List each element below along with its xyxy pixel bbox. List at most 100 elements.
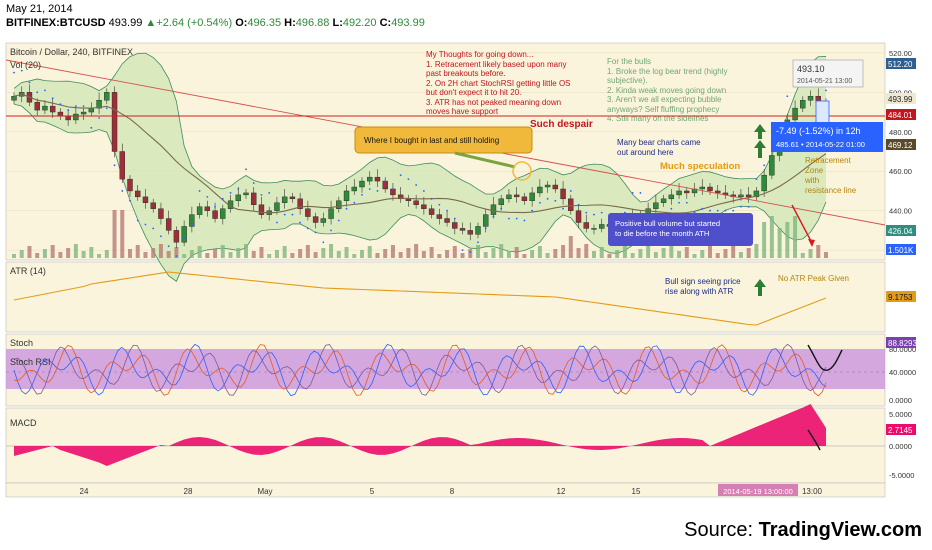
measure-zone[interactable] <box>815 100 830 126</box>
bulls-lines: For the bulls 1. Broke the log bear trend… <box>607 57 728 124</box>
bought-note: Where I bought in last and still holding <box>364 136 499 145</box>
volume-bar <box>112 210 117 258</box>
projection-curve <box>807 429 821 451</box>
volume-bar <box>81 251 86 258</box>
psar-dot <box>353 201 356 204</box>
candle-body <box>745 194 752 198</box>
volume-bar <box>12 254 16 258</box>
volume-bar <box>267 254 272 258</box>
candle-body <box>699 186 705 190</box>
psar-dot <box>376 190 379 192</box>
candle-body <box>328 208 334 219</box>
time-tick-label: May <box>257 487 272 496</box>
volume-bar <box>66 248 71 258</box>
volume-bar <box>398 252 403 258</box>
bear-charts-note-1: Many bear charts came <box>617 138 701 147</box>
price-tick-label: 520.00 <box>889 49 912 58</box>
volume-bar <box>599 247 604 258</box>
psar-dot <box>276 221 278 224</box>
candle-body <box>715 190 721 194</box>
candle-body <box>761 174 767 192</box>
candle-body <box>800 100 806 109</box>
volume-bar <box>514 247 519 258</box>
candle-body <box>204 206 211 211</box>
volume-bar <box>390 245 395 258</box>
price-tick-label: 440.00 <box>889 207 912 216</box>
volume-bar <box>42 249 47 258</box>
retracement-note-1: Retracement <box>805 156 852 165</box>
bollinger-upper <box>13 52 827 203</box>
candle-body <box>506 194 512 200</box>
volume-bar <box>437 254 442 258</box>
volume-bar <box>677 251 682 258</box>
volume-bar <box>205 253 210 258</box>
candle-body <box>599 224 605 229</box>
psar-dot <box>113 164 116 167</box>
volume-bar <box>638 249 643 258</box>
candle-body <box>281 196 288 203</box>
candle-body <box>738 194 744 198</box>
psar-dot <box>322 241 325 244</box>
volume-bar <box>298 249 303 258</box>
bulls-line: 2. Kinda weak moves going down <box>607 85 727 95</box>
psar-dot <box>345 207 348 210</box>
volume-bar <box>568 236 573 258</box>
h-value: 496.88 <box>295 17 330 29</box>
psar-dot <box>51 97 54 100</box>
volume-bar <box>445 250 450 258</box>
candle-body <box>305 208 311 217</box>
psar-dot <box>600 211 603 214</box>
psar-dot <box>260 193 263 196</box>
bulls-line: anyways? Self fluffing prophecy <box>607 104 720 114</box>
volume-bar <box>506 251 511 258</box>
thoughts-note: My Thoughts for going down... 1. Retrace… <box>426 50 571 117</box>
crosshair-time-label: 2014-05-19 13:00:00 <box>723 487 793 496</box>
candle-body <box>568 198 574 211</box>
volume-bar <box>244 244 248 258</box>
bulls-line: 3. Aren't we all expecting bubble <box>607 95 722 104</box>
bought-point <box>512 161 532 181</box>
psar-dot <box>198 190 201 192</box>
psar-dot <box>422 190 425 192</box>
volume-bar <box>630 253 635 258</box>
volume-bar <box>460 253 465 258</box>
psar-dot <box>755 178 758 181</box>
psar-dot <box>531 209 534 212</box>
psar-dot <box>492 215 495 218</box>
volume-bar <box>723 249 728 258</box>
volume-bar <box>553 249 558 258</box>
psar-dot <box>709 209 711 212</box>
candle-body <box>521 196 528 202</box>
badge-426-text: 426.04 <box>888 227 913 236</box>
psar-dot <box>732 209 735 212</box>
candle-body <box>552 184 559 190</box>
symbol[interactable]: BITFINEX:BTCUSD <box>6 17 106 29</box>
volume-bar <box>274 250 279 258</box>
bull-volume-note-2: to die before the month ATH <box>615 229 709 238</box>
candle-body <box>34 101 40 111</box>
target-box[interactable] <box>792 59 864 88</box>
candle-body <box>111 92 118 152</box>
candle-body <box>498 198 504 205</box>
volume-bar <box>576 248 581 258</box>
candle-body <box>792 107 798 121</box>
candle-body <box>104 92 110 101</box>
volume-bar <box>367 246 372 258</box>
volume-bar <box>251 251 256 258</box>
projection-curve <box>807 344 843 371</box>
candle-body <box>537 186 543 194</box>
psar-dot <box>446 209 448 212</box>
candle-body <box>181 226 187 243</box>
thoughts-title: My Thoughts for going down... <box>426 50 534 59</box>
l-value: 492.20 <box>342 17 377 29</box>
psar-dot <box>438 203 441 206</box>
c-label: C: <box>379 17 392 29</box>
time-tick-label: 8 <box>450 487 455 496</box>
volume-bar <box>27 246 32 258</box>
psar-dot <box>430 197 433 200</box>
badge-512-text: 512.20 <box>888 60 913 69</box>
volume-bar <box>530 250 535 258</box>
thoughts-line: moves have support <box>426 107 499 116</box>
measure-box[interactable] <box>771 122 883 152</box>
